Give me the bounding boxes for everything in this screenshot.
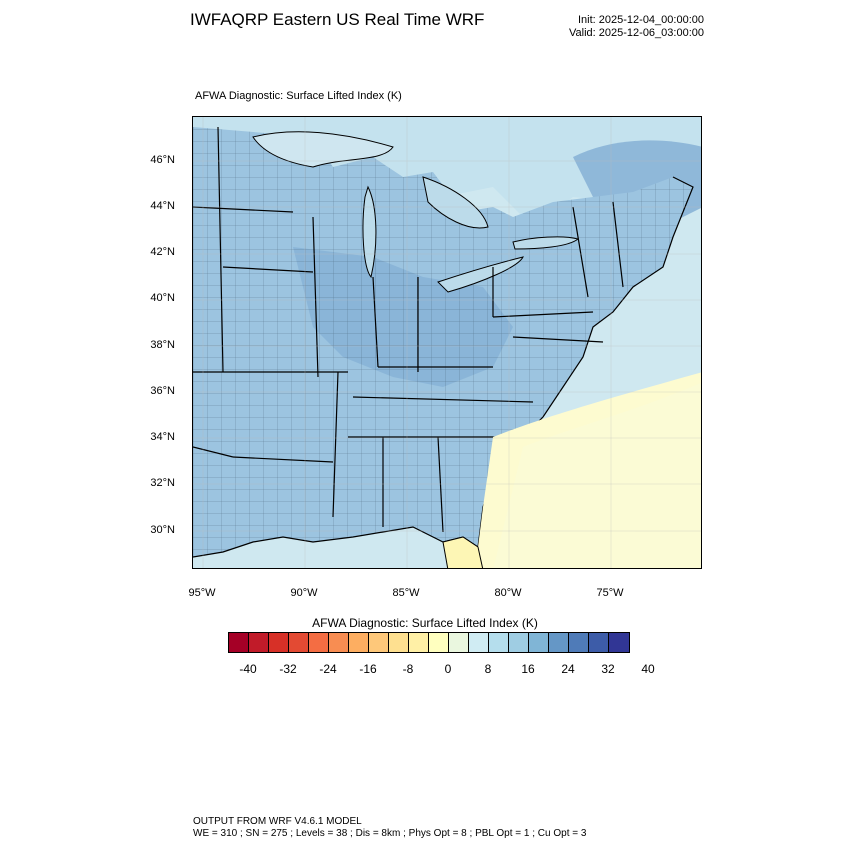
- colorbar-swatch: [249, 633, 269, 652]
- lake-superior: [252, 131, 394, 168]
- colorbar-swatch: [509, 633, 529, 652]
- graticule: [193, 117, 701, 568]
- colorbar-swatch: [569, 633, 589, 652]
- colorbar-tick-label: 40: [641, 662, 655, 676]
- lon-label: 95°W: [188, 587, 216, 599]
- colorbar-swatch: [429, 633, 449, 652]
- colorbar-swatch: [469, 633, 489, 652]
- lat-label: 32°N: [150, 477, 175, 489]
- colorbar-swatch: [229, 633, 249, 652]
- lon-label: 80°W: [494, 587, 522, 599]
- colorbar-swatch: [369, 633, 389, 652]
- colorbar-swatch: [529, 633, 549, 652]
- lat-label: 44°N: [150, 200, 175, 212]
- map-canvas: [193, 117, 701, 568]
- init-time: Init: 2025-12-04_00:00:00: [578, 14, 704, 26]
- model-info-line1: OUTPUT FROM WRF V4.6.1 MODEL: [193, 816, 362, 827]
- map-panel: [192, 116, 702, 569]
- colorbar-swatch: [349, 633, 369, 652]
- lat-label: 42°N: [150, 246, 175, 258]
- colorbar-tick-label: 16: [521, 662, 535, 676]
- colorbar-tick-label: -32: [279, 662, 297, 676]
- lake-erie: [437, 256, 524, 293]
- lake-michigan: [362, 185, 377, 279]
- colorbar-swatch: [269, 633, 289, 652]
- colorbar-tick-label: 0: [444, 662, 452, 676]
- lon-label: 75°W: [596, 587, 624, 599]
- colorbar-tick-label: 24: [561, 662, 575, 676]
- lat-label: 46°N: [150, 154, 175, 166]
- colorbar: [228, 632, 630, 653]
- colorbar-swatch: [549, 633, 569, 652]
- chart-title: IWFAQRP Eastern US Real Time WRF: [190, 10, 485, 29]
- lon-label: 90°W: [290, 587, 318, 599]
- lat-label: 38°N: [150, 339, 175, 351]
- lat-label: 36°N: [150, 385, 175, 397]
- lat-label: 34°N: [150, 431, 175, 443]
- lat-label: 40°N: [150, 292, 175, 304]
- colorbar-swatch: [409, 633, 429, 652]
- valid-time: Valid: 2025-12-06_03:00:00: [569, 27, 704, 39]
- colorbar-swatch: [589, 633, 609, 652]
- run-time-info: Init: 2025-12-04_00:00:00 Valid: 2025-12…: [569, 14, 704, 40]
- colorbar-tick-label: 8: [484, 662, 492, 676]
- colorbar-swatch: [329, 633, 349, 652]
- colorbar-swatch: [389, 633, 409, 652]
- lat-label: 30°N: [150, 524, 175, 536]
- colorbar-swatch: [489, 633, 509, 652]
- lon-label: 85°W: [392, 587, 420, 599]
- colorbar-tick-label: -8: [402, 662, 414, 676]
- colorbar-tick-label: -40: [239, 662, 257, 676]
- colorbar-swatch: [609, 633, 629, 652]
- model-info-line2: WE = 310 ; SN = 275 ; Levels = 38 ; Dis …: [193, 828, 587, 839]
- county-boundaries: [193, 127, 693, 557]
- colorbar-tick-label: -16: [359, 662, 377, 676]
- lake-huron: [422, 176, 489, 229]
- model-info: OUTPUT FROM WRF V4.6.1 MODEL WE = 310 ; …: [193, 816, 586, 840]
- colorbar-swatch: [289, 633, 309, 652]
- colorbar-tick-label: -24: [319, 662, 337, 676]
- colorbar-swatch: [449, 633, 469, 652]
- florida-panhandle: [442, 536, 484, 568]
- map-title: AFWA Diagnostic: Surface Lifted Index (K…: [195, 90, 402, 102]
- state-boundaries: [193, 126, 624, 533]
- colorbar-tick-label: 32: [601, 662, 615, 676]
- colorbar-title: AFWA Diagnostic: Surface Lifted Index (K…: [312, 616, 538, 630]
- colorbar-swatch: [309, 633, 329, 652]
